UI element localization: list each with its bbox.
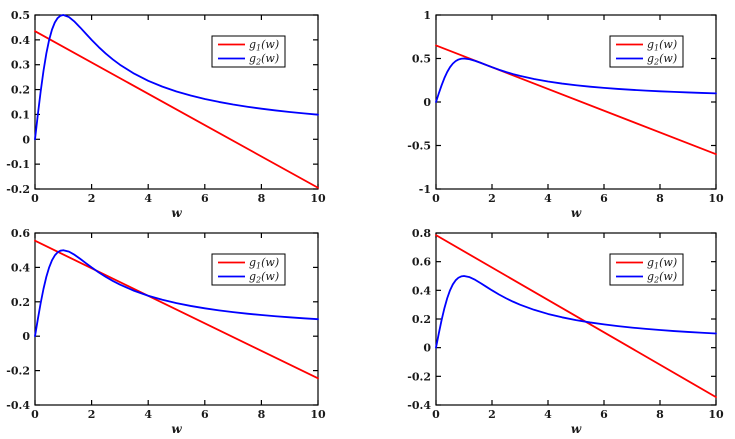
- legend-label-g2: g2(w): [249, 52, 279, 67]
- subplot-bottom-right-chart: 0 2 4 6 8 10 -0.4 -0.2 0 0.2 0.4 0.6 0.8 w g1(w)g2(w): [407, 227, 724, 436]
- legend-label-g2: g2(w): [249, 270, 279, 285]
- x-tick-label: 4: [144, 192, 152, 205]
- y-tick-label: -0.2: [6, 365, 30, 378]
- legend-label-g1: g1(w): [249, 38, 279, 53]
- y-tick-label: 0.1: [11, 108, 30, 121]
- x-tick-label: 6: [600, 192, 608, 205]
- x-tick-label: 2: [488, 192, 496, 205]
- x-axis-label: w: [571, 422, 582, 436]
- series-g2-line: [435, 57, 717, 103]
- x-tick-label: 2: [488, 408, 496, 421]
- y-tick-label: -0.2: [6, 183, 30, 196]
- y-tick-label: 0.8: [412, 227, 431, 240]
- legend-label-g1: g1(w): [249, 256, 279, 271]
- x-tick-label: 6: [201, 192, 209, 205]
- y-tick-label: 0.5: [11, 9, 30, 22]
- y-tick-label: 0.6: [11, 227, 30, 240]
- y-tick-label: 0.2: [11, 84, 30, 97]
- x-tick-label: 8: [656, 408, 664, 421]
- x-axis-label: w: [171, 422, 182, 436]
- x-tick-label: 0: [31, 408, 39, 421]
- x-axis-label: w: [171, 206, 182, 219]
- x-tick-label: 8: [656, 192, 664, 205]
- legend-box: [609, 253, 684, 286]
- x-tick-label: 6: [201, 408, 209, 421]
- x-tick-label: 10: [310, 408, 326, 421]
- y-tick-label: 0: [423, 96, 431, 109]
- y-tick-label: 0.2: [11, 296, 30, 309]
- series-g2-line: [34, 249, 319, 338]
- y-tick-label: 0.4: [11, 261, 30, 274]
- series-g2-line: [435, 275, 717, 349]
- legend-box: [211, 253, 286, 286]
- y-tick-label: 0.3: [11, 59, 30, 72]
- subplot-top-left-chart: 0 2 4 6 8 10 -0.2 -0.1 0 0.1 0.2 0.3 0.4 0.5 w g1(w)g2(…: [6, 9, 326, 219]
- series-g1-line: [34, 30, 319, 189]
- y-tick-label: -0.1: [6, 158, 30, 171]
- series-g1-line: [34, 239, 319, 380]
- series-g2-line: [34, 14, 319, 141]
- x-tick-label: 8: [258, 192, 266, 205]
- x-tick-label: 10: [310, 192, 326, 205]
- legend-label-g2: g2(w): [647, 52, 677, 67]
- x-tick-label: 0: [432, 408, 440, 421]
- legend-label-g2: g2(w): [647, 270, 677, 285]
- legend-label-g1: g1(w): [647, 38, 677, 53]
- series-g1-line: [435, 234, 717, 399]
- y-tick-label: 0.5: [412, 53, 431, 66]
- y-tick-label: -0.2: [407, 370, 431, 383]
- legend-label-g1: g1(w): [647, 256, 677, 271]
- y-tick-label: 0.6: [412, 256, 431, 269]
- y-tick-label: -0.4: [6, 399, 30, 412]
- x-tick-label: 2: [88, 192, 96, 205]
- y-tick-label: 0: [22, 133, 30, 146]
- y-tick-label: 0.2: [412, 313, 431, 326]
- x-tick-label: 10: [708, 408, 724, 421]
- y-tick-label: -0.4: [407, 399, 431, 412]
- y-tick-label: 0.4: [412, 284, 431, 297]
- y-tick-label: 0: [423, 342, 431, 355]
- subplot-top-right-chart: 0 2 4 6 8 10 -1 -0.5 0 0.5 1 w g1(w)g2(w): [407, 9, 724, 219]
- x-tick-label: 4: [144, 408, 152, 421]
- y-tick-label: 0: [22, 330, 30, 343]
- x-tick-label: 4: [544, 408, 552, 421]
- x-tick-label: 0: [432, 192, 440, 205]
- y-tick-label: -0.5: [407, 140, 431, 153]
- y-tick-label: -1: [419, 183, 431, 196]
- x-tick-label: 8: [258, 408, 266, 421]
- x-tick-label: 10: [708, 192, 724, 205]
- x-axis-label: w: [571, 206, 582, 219]
- subplot-bottom-left-chart: 0 2 4 6 8 10 -0.4 -0.2 0 0.2 0.4 0.6 w g1(w)g2(w): [6, 227, 326, 436]
- x-tick-label: 6: [600, 408, 608, 421]
- y-tick-label: 0.4: [11, 34, 30, 47]
- x-tick-label: 0: [31, 192, 39, 205]
- x-tick-label: 2: [88, 408, 96, 421]
- legend-box: [211, 35, 286, 68]
- legend-box: [609, 35, 684, 68]
- axis-box: [34, 14, 319, 190]
- x-tick-label: 4: [544, 192, 552, 205]
- y-tick-label: 1: [423, 9, 431, 22]
